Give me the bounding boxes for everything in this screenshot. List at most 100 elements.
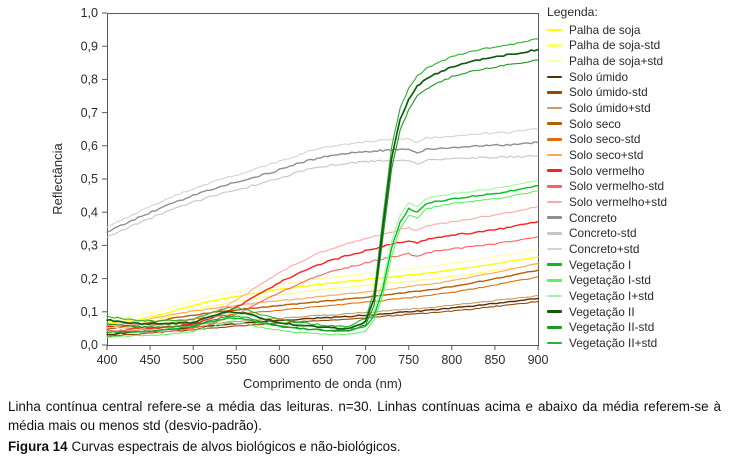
x-tick-label: 600 xyxy=(269,353,290,367)
legend-item: Concreto+std xyxy=(547,241,727,257)
legend-item: Vegetação I xyxy=(547,257,727,273)
legend-item: Vegetação II xyxy=(547,304,727,320)
x-axis-title: Comprimento de onda (nm) xyxy=(243,376,402,391)
legend-item: Vegetação II-std xyxy=(547,319,727,335)
y-tick-label: 0,7 xyxy=(81,106,98,120)
x-tick-label: 750 xyxy=(398,353,419,367)
series-concreto-mean xyxy=(106,141,539,233)
legend-item-label: Solo vermelho xyxy=(569,163,645,178)
legend-item: Palha de soja+std xyxy=(547,53,727,69)
legend-item: Palha de soja-std xyxy=(547,38,727,54)
legend-item-label: Solo vermelho-std xyxy=(569,179,665,194)
figure-note: Linha contínua central refere-se a média… xyxy=(8,399,721,433)
legend-swatch-line xyxy=(547,169,562,173)
legend-item-label: Vegetação II-std xyxy=(569,320,655,335)
legend-item-label: Palha de soja-std xyxy=(569,38,661,53)
y-tick-label: 0,6 xyxy=(81,139,98,153)
figure-caption-text: Curvas espectrais de alvos biológicos e … xyxy=(71,439,401,454)
legend-swatch-line xyxy=(547,232,562,235)
legend-swatch-line xyxy=(547,106,562,110)
legend-item-label: Vegetação I+std xyxy=(569,288,654,303)
legend-item-label: Vegetação II+std xyxy=(569,335,658,350)
legend-item: Solo úmido-std xyxy=(547,85,727,101)
series-solo-umido-minus xyxy=(106,300,539,337)
series-vegetacao-2-minus xyxy=(106,59,539,332)
legend-swatch-line xyxy=(547,138,562,141)
legend-item-label: Solo seco-std xyxy=(569,132,641,147)
series-palha-de-soja-mean xyxy=(106,256,539,325)
series-solo-vermelho-plus xyxy=(106,205,539,326)
legend-item-label: Palha de soja xyxy=(569,22,641,37)
x-tick-label: 700 xyxy=(355,353,376,367)
spectral-reflectance-chart: 0,0 0,1 0,2 0,3 0,4 0,5 0,6 0,7 0,8 0,9 1,0 400 450 5… xyxy=(50,5,727,391)
plot-border xyxy=(107,13,539,346)
legend-items: Palha de soja Palha de soja-std Palha de s… xyxy=(547,22,727,351)
legend-item: Solo seco xyxy=(547,116,727,132)
series-vegetacao-2-plus xyxy=(106,38,539,328)
legend-item-label: Concreto xyxy=(569,210,617,225)
legend-item-label: Vegetação II xyxy=(569,304,635,319)
series-vegetacao-1-mean xyxy=(106,184,539,334)
x-tick-label: 900 xyxy=(528,353,549,367)
legend-item: Vegetação II+std xyxy=(547,335,727,351)
chart-canvas: 0,0 0,1 0,2 0,3 0,4 0,5 0,6 0,7 0,8 0,9 1,0 400 450 5… xyxy=(50,6,549,391)
series-solo-umido-mean xyxy=(106,297,539,336)
legend-item-label: Concreto-std xyxy=(569,226,637,241)
legend-swatch-line xyxy=(547,44,562,47)
legend-swatch-line xyxy=(547,122,562,126)
figure-caption: Figura 14 Curvas espectrais de alvos biol… xyxy=(8,439,721,454)
legend-item: Vegetação I-std xyxy=(547,273,727,289)
legend-item: Solo úmido+std xyxy=(547,100,727,116)
legend-item: Solo úmido xyxy=(547,69,727,85)
y-tick-label: 0,0 xyxy=(81,338,98,352)
y-tick-label: 0,8 xyxy=(81,73,98,87)
legend-swatch-line xyxy=(547,279,562,282)
legend-swatch-line xyxy=(547,263,562,266)
y-tick-label: 0,1 xyxy=(81,305,98,319)
series-vegetacao-1-minus xyxy=(106,190,539,338)
legend-item-label: Solo úmido+std xyxy=(569,101,651,116)
x-tick-label: 650 xyxy=(312,353,333,367)
legend-title: Legenda: xyxy=(547,5,598,19)
legend-item-label: Concreto+std xyxy=(569,242,640,257)
legend-swatch-line xyxy=(547,216,562,219)
legend-item-label: Vegetação I-std xyxy=(569,273,651,288)
legend-item-label: Vegetação I xyxy=(569,257,632,272)
legend-item: Solo vermelho+std xyxy=(547,194,727,210)
legend-swatch-line xyxy=(547,247,562,251)
legend-swatch-line xyxy=(547,59,562,63)
legend-item: Vegetação I+std xyxy=(547,288,727,304)
legend-item: Solo vermelho xyxy=(547,163,727,179)
series-concreto-plus xyxy=(106,128,539,228)
series-solo-seco-plus xyxy=(106,263,539,327)
legend-item: Solo seco+std xyxy=(547,147,727,163)
y-tick-label: 0,9 xyxy=(81,39,98,53)
x-tick-label: 800 xyxy=(441,353,462,367)
legend-item: Solo seco-std xyxy=(547,132,727,148)
legend-swatch-line xyxy=(547,294,562,298)
legend-item-label: Solo úmido-std xyxy=(569,85,648,100)
legend-item: Concreto xyxy=(547,210,727,226)
legend-item: Solo vermelho-std xyxy=(547,179,727,195)
y-tick-label: 1,0 xyxy=(81,6,98,20)
legend-item-label: Solo seco xyxy=(569,116,621,131)
legend-item: Palha de soja xyxy=(547,22,727,38)
x-tick-label: 500 xyxy=(183,353,204,367)
y-tick-label: 0,5 xyxy=(81,172,98,186)
legend-swatch-line xyxy=(547,28,562,32)
legend-swatch-line xyxy=(547,91,562,94)
legend-swatch-line xyxy=(547,341,562,345)
series-solo-seco-mean xyxy=(106,269,539,330)
legend-item-label: Solo vermelho+std xyxy=(569,195,668,210)
x-tick-label: 450 xyxy=(140,353,161,367)
legend-swatch-line xyxy=(547,326,562,329)
series-vegetacao-2-mean xyxy=(106,48,539,330)
x-tick-label: 850 xyxy=(484,353,505,367)
legend-item-label: Solo úmido xyxy=(569,69,629,84)
legend-swatch-line xyxy=(547,200,562,204)
y-tick-label: 0,4 xyxy=(81,205,98,219)
legend-swatch-line xyxy=(547,310,562,313)
y-tick-label: 0,2 xyxy=(81,272,98,286)
x-tick-label: 400 xyxy=(97,353,118,367)
